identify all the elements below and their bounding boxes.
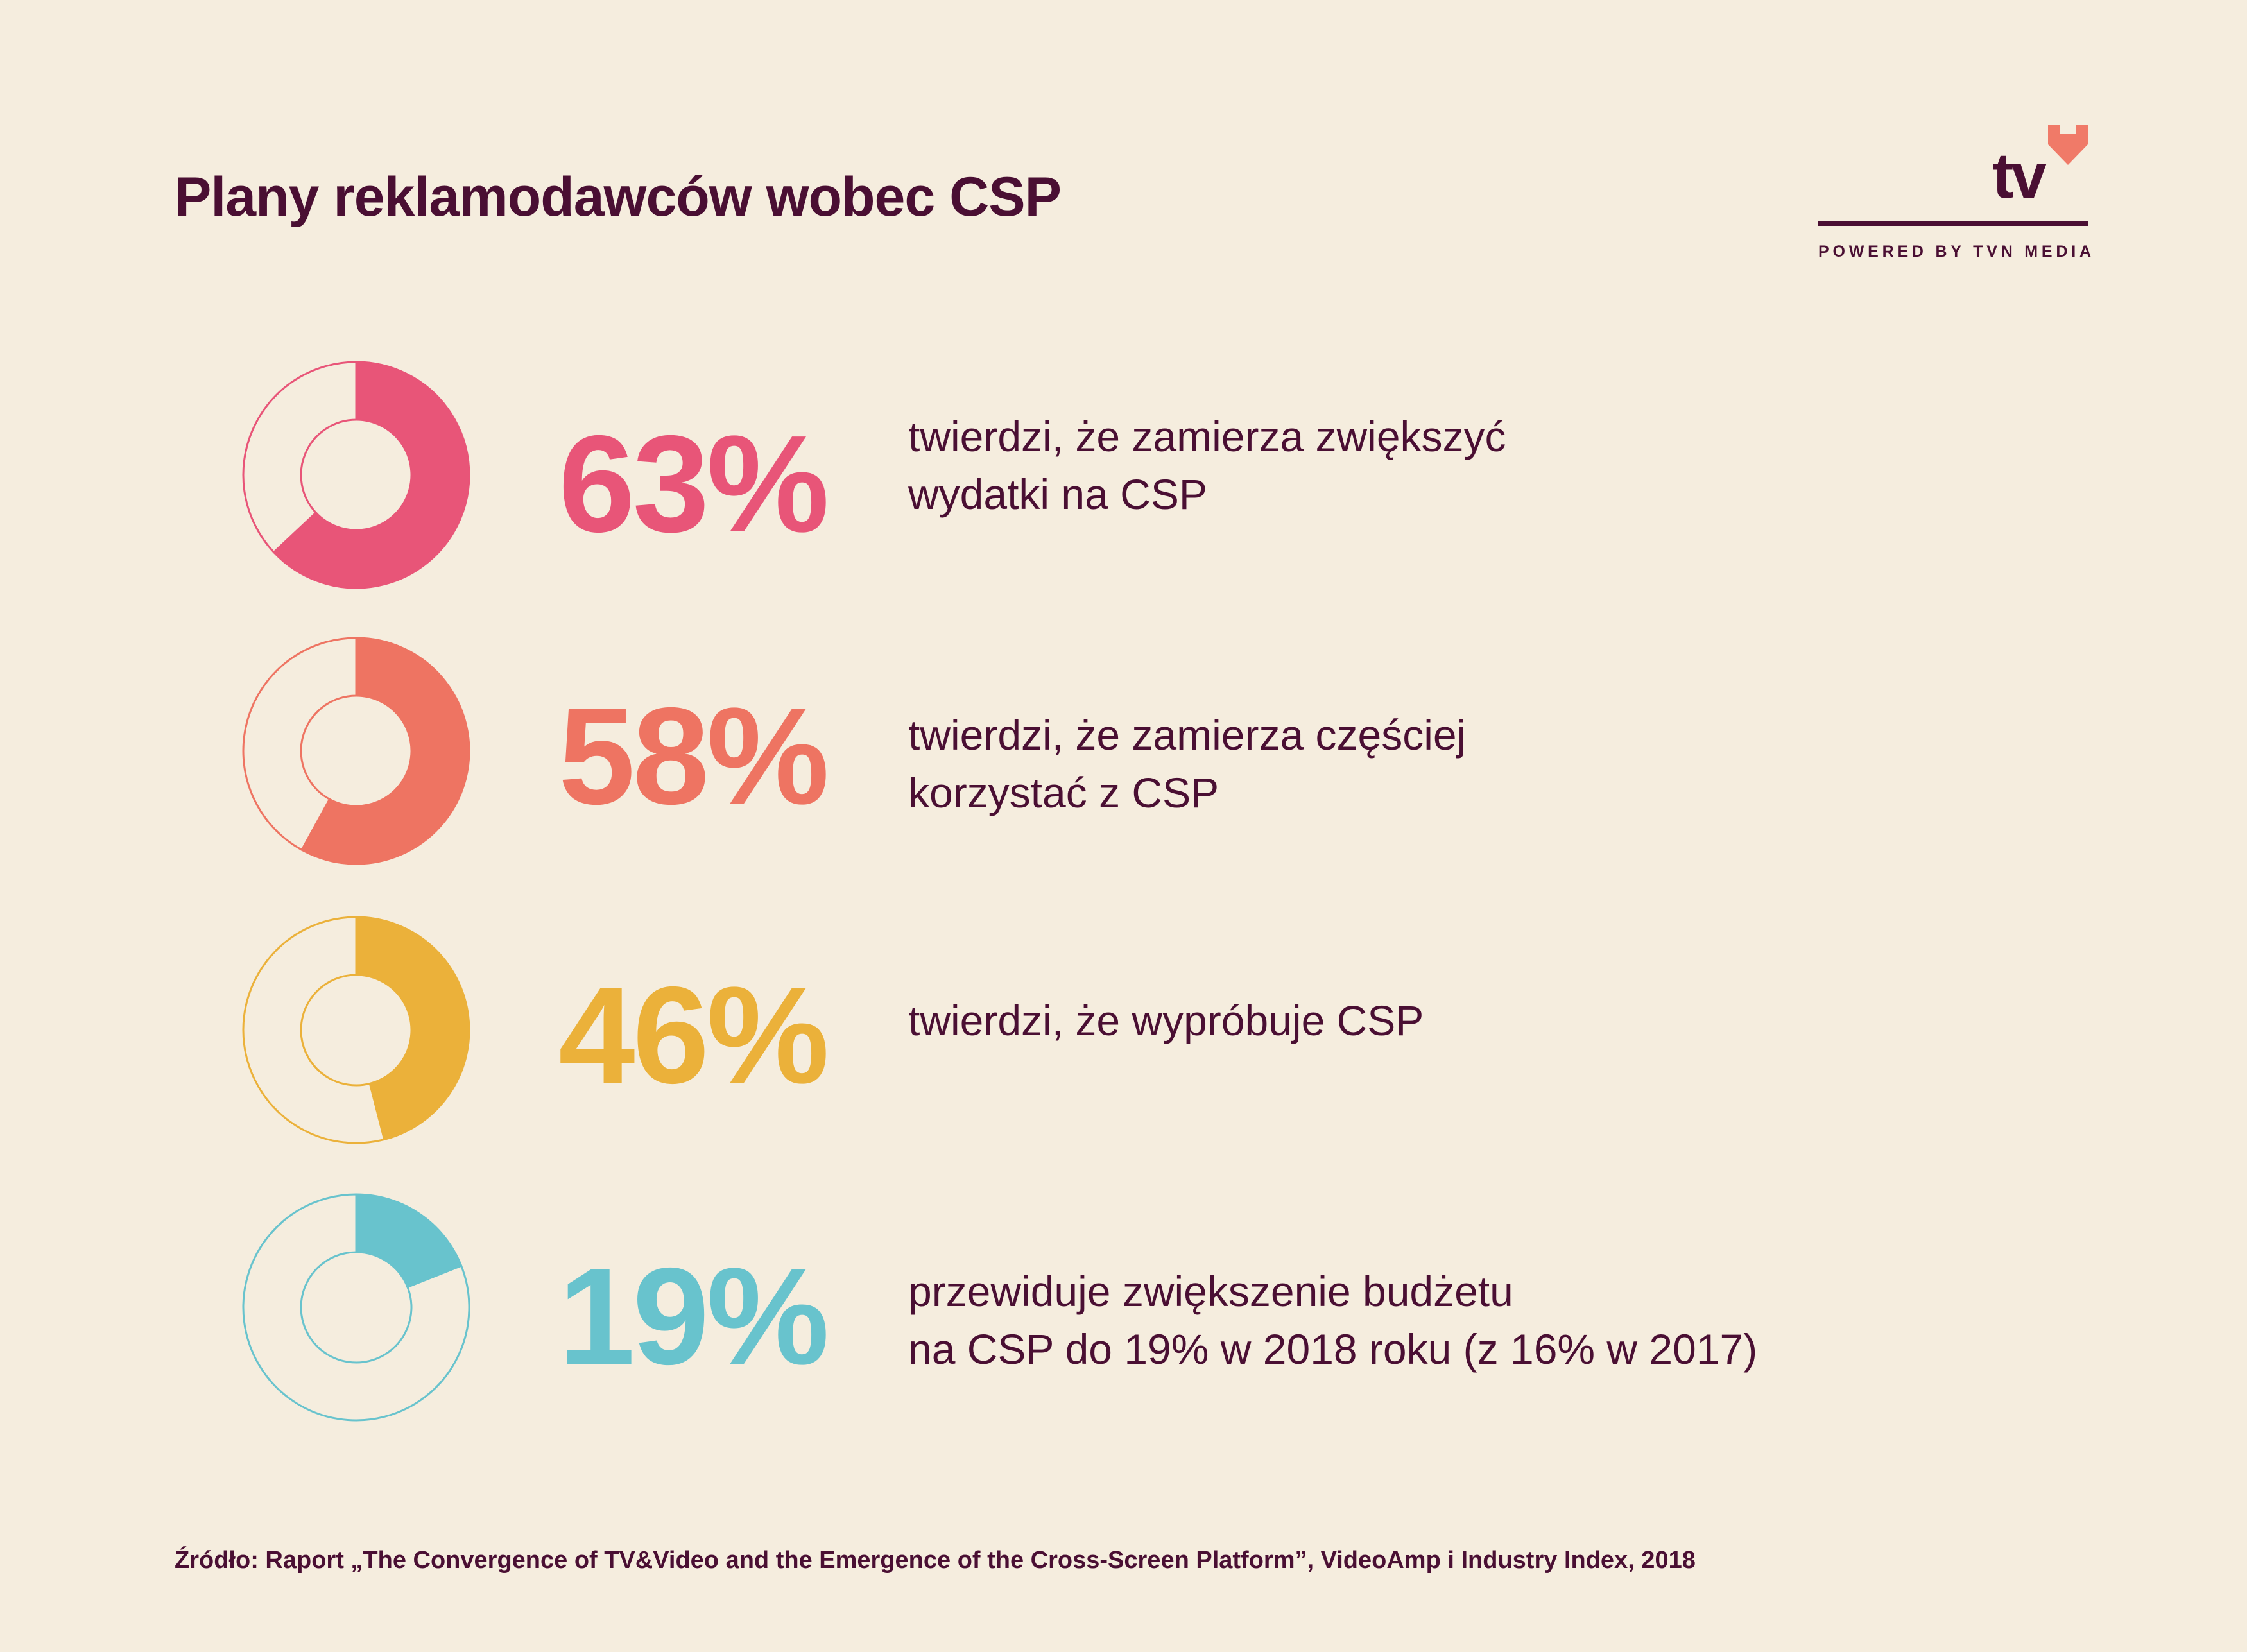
description-line: wydatki na CSP <box>908 470 1207 518</box>
brand-logo: tv POWERED BY TVN MEDIA <box>1818 125 2095 273</box>
percent-value: 46% <box>558 958 829 1112</box>
description-line: korzystać z CSP <box>908 769 1219 816</box>
stat-description: przewiduje zwiększenie budżetu na CSP do… <box>908 1262 1757 1378</box>
description-line: twierdzi, że zamierza częściej <box>908 711 1467 759</box>
logo-tagline: POWERED BY TVN MEDIA <box>1818 243 2095 261</box>
donut-remainder <box>242 361 357 554</box>
stat-description: twierdzi, że wypróbuje CSP <box>908 992 1424 1049</box>
description-line: twierdzi, że zamierza zwiększyć <box>908 413 1506 460</box>
donut-segment <box>272 361 470 589</box>
stat-row: 46% twierdzi, że wypróbuje CSP <box>0 915 2247 1158</box>
stat-row: 63% twierdzi, że zamierza zwiększyć wyda… <box>0 359 2247 603</box>
donut-chart <box>242 916 470 1144</box>
description-line: twierdzi, że wypróbuje CSP <box>908 997 1424 1044</box>
stat-description: twierdzi, że zamierza zwiększyć wydatki … <box>908 408 1506 523</box>
donut-chart <box>242 361 470 589</box>
donut-remainder <box>242 1193 470 1422</box>
donut-segment <box>355 1193 463 1289</box>
source-note: Źródło: Raport „The Convergence of TV&Vi… <box>175 1547 1696 1574</box>
donut-segment <box>300 637 470 865</box>
percent-value: 58% <box>558 678 829 833</box>
stat-description: twierdzi, że zamierza częściej korzystać… <box>908 706 1466 822</box>
stat-row: 58% twierdzi, że zamierza częściej korzy… <box>0 635 2247 879</box>
donut-chart <box>242 1193 470 1422</box>
description-line: przewiduje zwiększenie budżetu <box>908 1268 1513 1315</box>
percent-value: 63% <box>558 406 829 561</box>
donut-segment <box>355 916 470 1141</box>
donut-chart <box>242 637 470 865</box>
logo-wordmark: tv <box>1992 140 2047 212</box>
percent-value: 19% <box>558 1239 829 1393</box>
donut-remainder <box>242 637 357 852</box>
page-title: Plany reklamodawców wobec CSP <box>175 166 1062 228</box>
heart-icon <box>2048 125 2088 165</box>
description-line: na CSP do 19% w 2018 roku (z 16% w 2017) <box>908 1325 1758 1373</box>
logo-divider <box>1818 221 2088 226</box>
stat-row: 19% przewiduje zwiększenie budżetu na CS… <box>0 1192 2247 1436</box>
donut-remainder <box>242 916 386 1144</box>
